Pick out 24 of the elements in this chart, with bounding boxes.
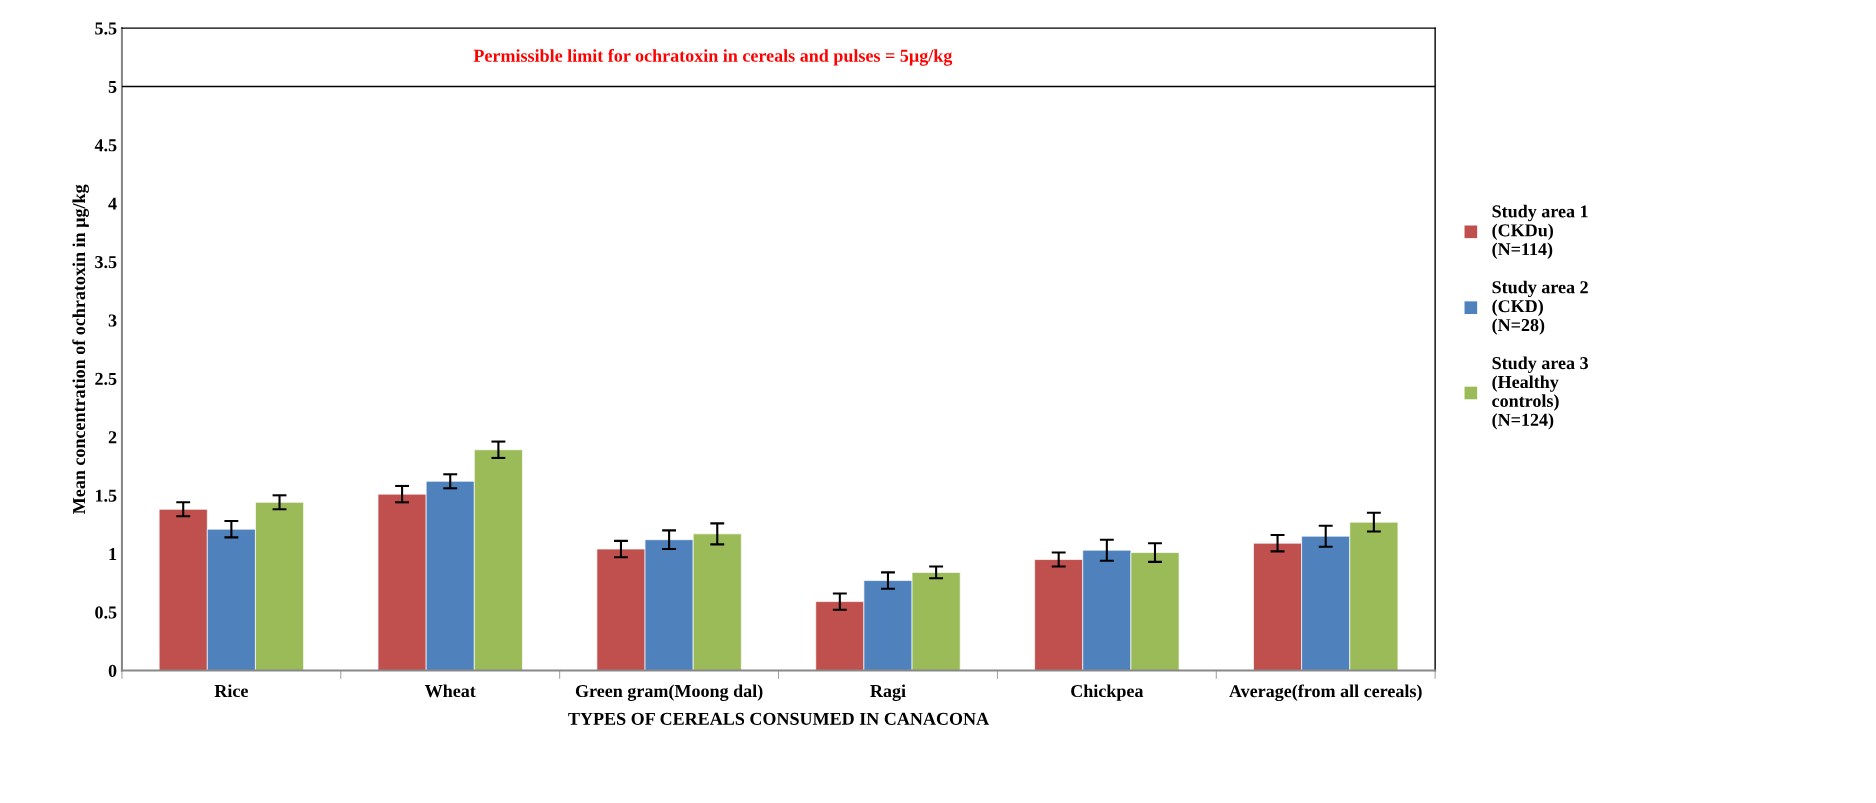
x-tick-label: Wheat xyxy=(424,684,476,698)
y-tick-label: 3.5 xyxy=(95,256,117,269)
y-tick-label: 5 xyxy=(108,80,117,93)
y-tick-label: 5.5 xyxy=(95,22,117,35)
y-tick-label: 3 xyxy=(108,314,117,327)
y-axis-title: Mean concentration of ochratoxin in µg/kg xyxy=(72,184,89,514)
legend-label: Study area 2 (CKD) (N=28) xyxy=(1492,280,1588,335)
x-tick-label: Green gram(Moong dal) xyxy=(575,684,763,701)
x-tick-label: Rice xyxy=(214,684,248,698)
x-tick-label: Ragi xyxy=(870,684,906,701)
y-tick-label: 2 xyxy=(108,431,117,444)
y-tick-label: 0.5 xyxy=(95,606,117,619)
y-tick-label: 1.5 xyxy=(95,489,117,502)
y-tick-label: 4.5 xyxy=(94,139,117,152)
x-tick-label: Average(from all cereals) xyxy=(1229,684,1422,702)
y-tick-label: 0 xyxy=(108,664,117,677)
x-tick-label: Chickpea xyxy=(1071,684,1144,701)
y-tick-label: 4 xyxy=(108,197,117,210)
x-axis-title: TYPES OF CEREALS CONSUMED IN CANACONA xyxy=(568,712,989,725)
y-tick-label: 2.5 xyxy=(95,372,117,386)
legend-label: Study area 1 (CKDu) (N=114) xyxy=(1492,204,1588,259)
legend-label: Study area 3 (Healthy controls) (N=124) xyxy=(1492,356,1588,430)
ref-line-label: Permissible limit for ochratoxin in cereals and pulses = 5µg/kg xyxy=(473,48,953,66)
y-tick-label: 1 xyxy=(109,548,117,560)
